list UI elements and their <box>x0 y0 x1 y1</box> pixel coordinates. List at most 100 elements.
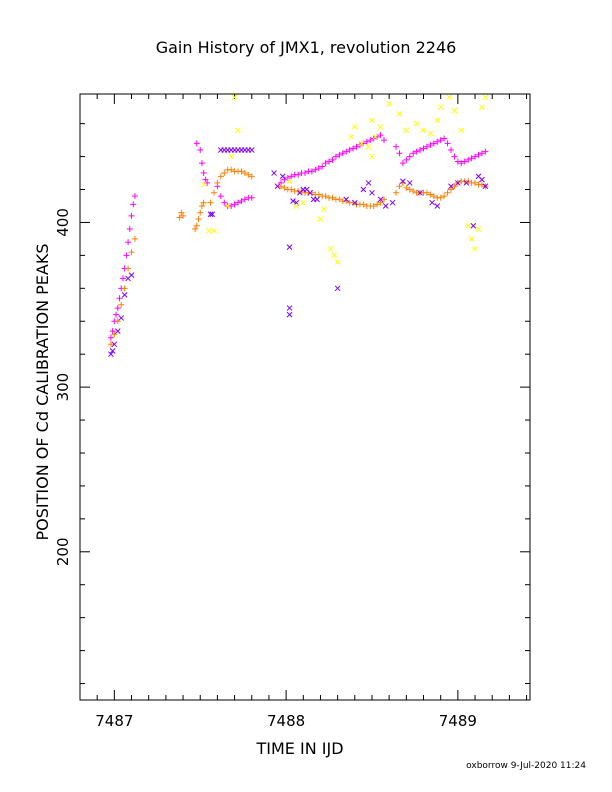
data-point <box>360 201 367 208</box>
data-point <box>434 203 441 209</box>
x-tick-label: 7488 <box>267 712 305 730</box>
data-point <box>326 158 333 165</box>
data-point <box>329 194 336 201</box>
y-tick-label: 200 <box>54 537 72 566</box>
data-point <box>420 145 427 152</box>
y-tick-labels: 200 300 400 <box>54 208 72 566</box>
data-point <box>437 137 444 144</box>
data-point <box>288 173 295 180</box>
data-point <box>248 173 255 180</box>
data-point <box>396 150 403 157</box>
data-point <box>475 151 482 158</box>
data-point <box>454 158 461 165</box>
data-point <box>300 199 307 206</box>
data-point <box>312 166 319 173</box>
data-point <box>427 130 434 137</box>
data-point <box>281 184 288 191</box>
data-point <box>351 199 358 206</box>
data-point <box>399 160 406 167</box>
data-point <box>321 206 327 213</box>
data-point <box>248 147 255 153</box>
data-point <box>119 275 126 282</box>
data-point <box>128 249 135 256</box>
data-point <box>369 117 375 124</box>
data-point <box>472 153 479 160</box>
data-point <box>118 315 125 321</box>
data-point <box>193 222 200 229</box>
series-1 <box>107 132 489 341</box>
y-axis-label: POSITION OF Cd CALIBRATION PEAKS <box>33 244 52 541</box>
data-point <box>327 245 334 252</box>
data-point <box>413 148 420 155</box>
data-point <box>221 170 228 177</box>
data-point <box>224 203 231 209</box>
y-tick-label: 300 <box>54 373 72 402</box>
data-point <box>413 120 420 127</box>
data-point <box>377 132 384 139</box>
data-point <box>406 153 413 160</box>
data-point <box>114 328 121 334</box>
x-tick-label: 7489 <box>439 712 477 730</box>
data-point <box>465 222 472 229</box>
x-axis-label: TIME IN IJD <box>255 739 343 758</box>
data-point <box>482 94 489 101</box>
data-point <box>221 199 228 206</box>
data-point <box>125 239 132 246</box>
data-point <box>381 196 388 203</box>
data-point <box>331 252 338 259</box>
data-point <box>207 211 214 218</box>
series-4 <box>200 94 489 265</box>
data-point <box>472 245 478 252</box>
data-point <box>423 143 430 150</box>
data-point <box>231 94 238 101</box>
data-point <box>217 193 224 200</box>
data-point <box>214 179 221 186</box>
data-point <box>377 199 384 206</box>
data-point <box>334 285 341 292</box>
data-point <box>479 176 485 183</box>
data-points <box>107 94 489 358</box>
data-point <box>307 189 314 196</box>
data-point <box>200 199 207 206</box>
data-point <box>396 110 403 117</box>
data-point <box>207 199 214 206</box>
data-point <box>386 101 393 107</box>
footer-timestamp: oxborrow 9-Jul-2020 11:24 <box>466 761 586 771</box>
data-point <box>211 227 217 234</box>
data-point <box>231 201 238 208</box>
data-point <box>430 140 437 147</box>
data-point <box>470 222 477 229</box>
data-point <box>286 244 293 251</box>
data-point <box>241 170 248 177</box>
data-point <box>410 150 417 157</box>
data-point <box>200 170 207 177</box>
data-point <box>369 153 375 160</box>
data-point <box>451 107 458 114</box>
data-point <box>444 189 451 196</box>
data-point <box>393 143 400 150</box>
data-point <box>109 328 116 335</box>
data-point <box>107 334 114 341</box>
data-point <box>308 168 315 175</box>
data-point <box>228 166 235 173</box>
data-point <box>336 196 343 203</box>
data-point <box>465 156 472 163</box>
data-point <box>332 153 339 160</box>
data-point <box>455 180 461 186</box>
data-point <box>382 203 389 209</box>
data-point <box>403 184 410 191</box>
data-point <box>131 235 138 242</box>
data-point <box>319 163 326 170</box>
data-point <box>350 145 357 152</box>
data-point <box>178 209 185 216</box>
data-point <box>403 127 410 134</box>
data-point <box>114 305 121 312</box>
data-point <box>113 311 120 318</box>
data-point <box>107 341 114 348</box>
data-point <box>451 183 458 190</box>
data-point <box>198 160 205 167</box>
data-point <box>111 341 118 348</box>
data-point <box>472 179 479 186</box>
data-point <box>302 170 308 177</box>
